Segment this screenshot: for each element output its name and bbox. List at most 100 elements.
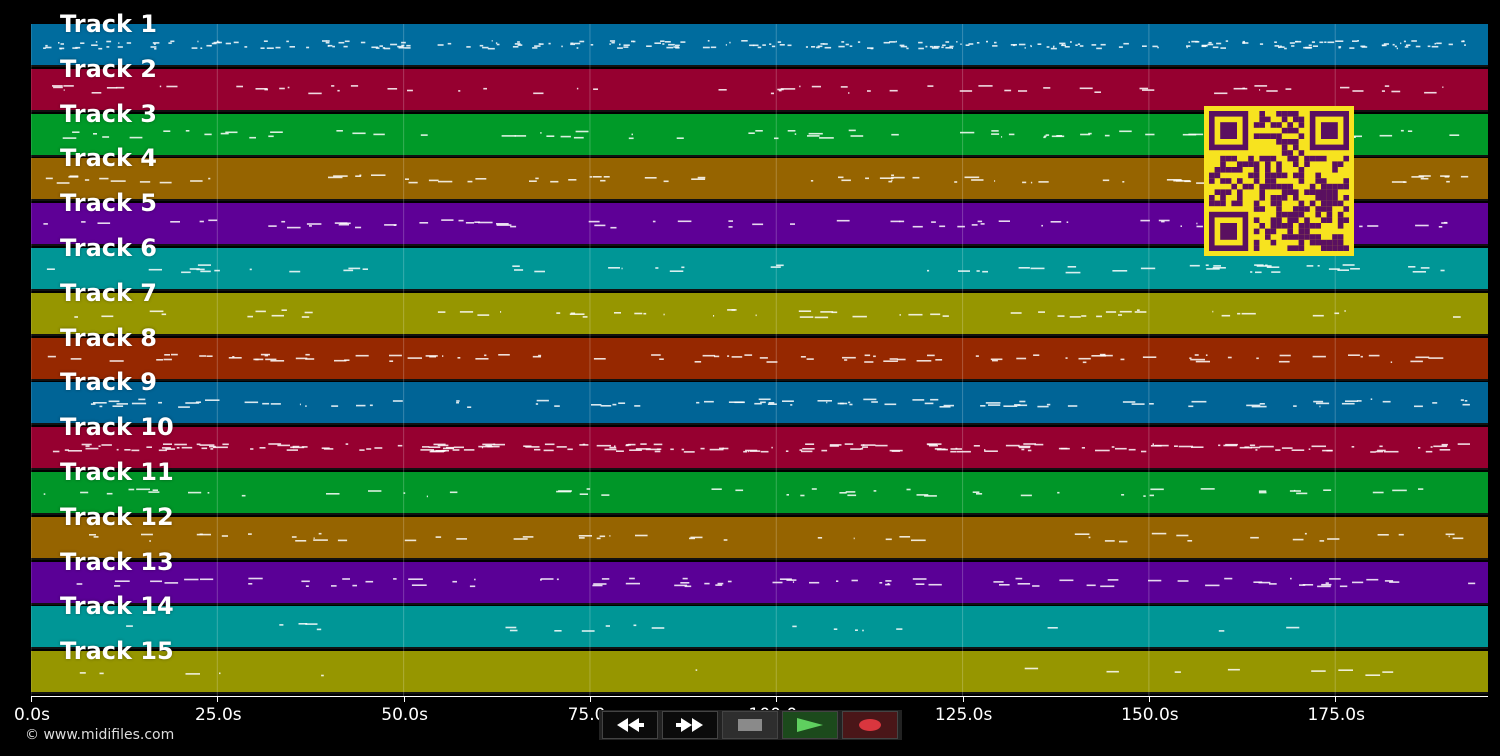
note-mark xyxy=(106,87,118,89)
record-button[interactable] xyxy=(842,711,898,739)
qr-module xyxy=(1321,189,1327,195)
note-mark xyxy=(1078,357,1091,360)
note-mark xyxy=(392,400,403,402)
note-mark xyxy=(867,90,871,92)
note-mark xyxy=(799,85,801,88)
qr-module xyxy=(1343,217,1349,223)
note-mark xyxy=(741,40,748,42)
note-mark xyxy=(214,269,220,272)
note-mark xyxy=(266,47,274,49)
note-mark xyxy=(255,310,266,313)
note-mark xyxy=(674,584,688,587)
note-mark xyxy=(1018,445,1031,448)
note-mark xyxy=(855,629,858,631)
note-mark xyxy=(452,449,460,451)
note-mark xyxy=(366,448,372,450)
note-mark xyxy=(631,133,633,136)
note-mark xyxy=(1279,46,1285,48)
note-mark xyxy=(841,179,851,182)
note-mark xyxy=(117,46,123,48)
note-mark xyxy=(731,356,743,358)
note-mark xyxy=(1105,311,1117,313)
qr-module xyxy=(1287,228,1293,235)
track-lane[interactable]: Track 14 xyxy=(31,592,1488,650)
qr-module xyxy=(1270,133,1277,139)
track-lane[interactable]: Track 10 xyxy=(31,413,1488,471)
note-mark xyxy=(1019,446,1031,449)
qr-module xyxy=(1281,195,1288,201)
note-mark xyxy=(106,46,110,48)
qr-module xyxy=(1242,183,1249,190)
note-mark xyxy=(1295,40,1302,43)
note-mark xyxy=(786,579,797,581)
note-mark xyxy=(355,354,369,357)
note-mark xyxy=(126,625,133,627)
track-lane[interactable]: Track 15 xyxy=(31,637,1488,695)
qr-module xyxy=(1259,189,1265,195)
track-lane[interactable]: Track 12 xyxy=(31,503,1488,560)
note-mark xyxy=(860,444,876,446)
note-mark xyxy=(1227,356,1232,359)
track-lane[interactable]: Track 2 xyxy=(31,55,1488,112)
note-mark xyxy=(1015,577,1023,580)
qr-module xyxy=(1337,223,1344,229)
track-lane[interactable]: Track 13 xyxy=(31,548,1488,605)
qr-module xyxy=(1220,178,1226,184)
note-mark xyxy=(777,88,784,91)
note-mark xyxy=(929,444,938,447)
note-mark xyxy=(621,267,623,270)
note-mark xyxy=(1381,44,1387,47)
note-mark xyxy=(81,443,92,446)
note-mark xyxy=(1433,445,1448,448)
note-mark xyxy=(496,224,512,226)
note-mark xyxy=(850,135,864,137)
rewind-button[interactable] xyxy=(602,711,658,739)
note-mark xyxy=(918,41,923,44)
qr-module xyxy=(1270,155,1277,162)
note-mark xyxy=(404,539,417,542)
fast-forward-button[interactable] xyxy=(662,711,718,739)
qr-module xyxy=(1298,211,1305,218)
play-button[interactable] xyxy=(782,711,838,739)
stop-button[interactable] xyxy=(722,711,778,739)
note-mark xyxy=(466,46,471,48)
note-mark xyxy=(811,488,817,490)
note-mark xyxy=(90,403,96,405)
track-lane[interactable]: Track 11 xyxy=(31,458,1488,515)
note-mark xyxy=(899,536,911,538)
note-mark xyxy=(776,264,784,267)
note-mark xyxy=(517,44,523,46)
note-mark xyxy=(196,268,205,271)
note-mark xyxy=(197,40,199,43)
note-mark xyxy=(896,358,906,361)
track-lane[interactable]: Track 1 xyxy=(31,10,1488,67)
note-mark xyxy=(576,87,579,90)
qr-module xyxy=(1270,178,1277,184)
note-mark xyxy=(1464,44,1466,46)
note-mark xyxy=(1119,130,1132,133)
note-mark xyxy=(570,43,575,46)
qr-module xyxy=(1265,183,1271,190)
qr-module xyxy=(1315,178,1321,184)
note-mark xyxy=(694,361,702,363)
note-mark xyxy=(441,219,454,221)
note-mark xyxy=(1284,47,1287,50)
note-mark xyxy=(998,220,1010,222)
note-mark xyxy=(579,40,585,43)
note-mark xyxy=(1201,45,1206,48)
note-mark xyxy=(945,47,952,49)
qr-module xyxy=(1304,234,1310,240)
track-lane[interactable]: Track 7 xyxy=(31,279,1488,336)
note-mark xyxy=(63,89,65,91)
note-mark xyxy=(465,222,475,224)
note-mark xyxy=(304,311,313,314)
note-mark xyxy=(884,403,897,406)
note-mark xyxy=(456,538,467,540)
note-mark xyxy=(289,270,301,273)
note-mark xyxy=(281,309,287,311)
note-mark xyxy=(379,45,383,47)
note-mark xyxy=(316,628,322,631)
note-mark xyxy=(838,176,844,179)
note-mark xyxy=(336,130,343,132)
qr-module xyxy=(1248,172,1254,179)
